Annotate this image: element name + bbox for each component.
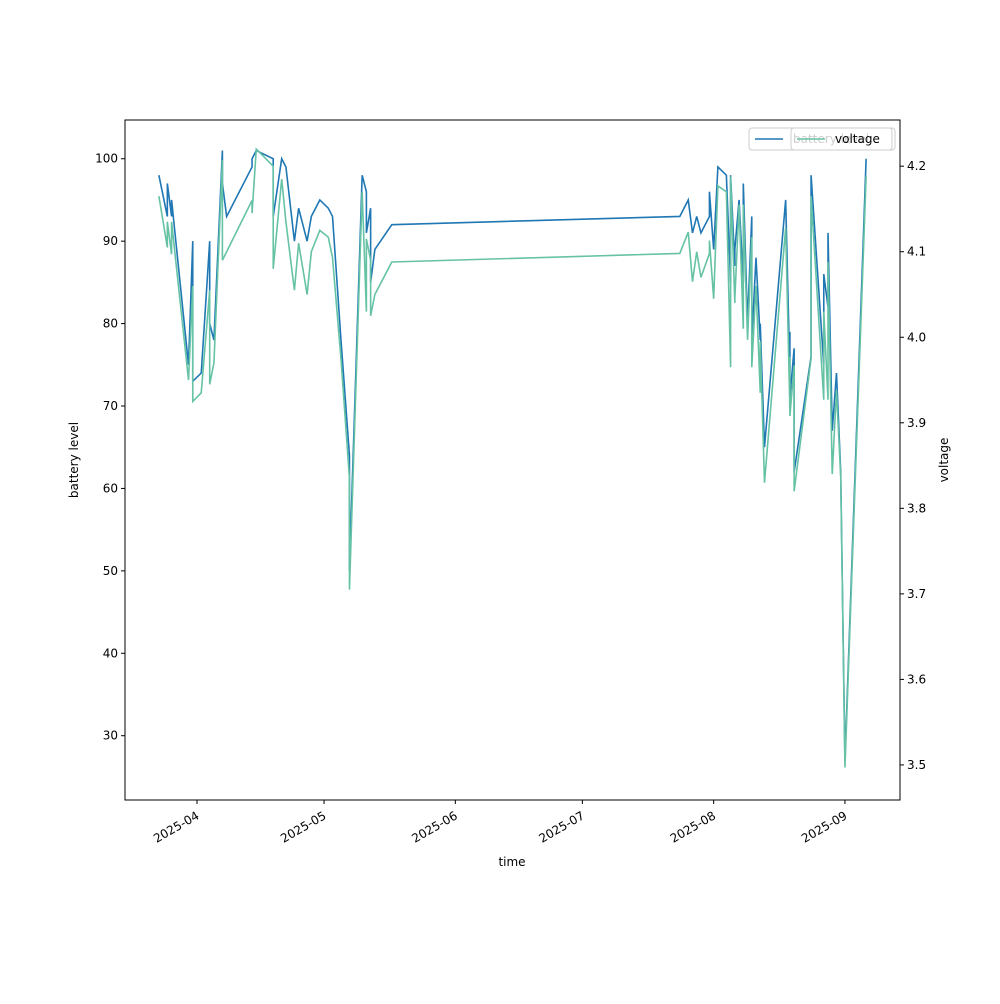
y-tick-label: 30 — [103, 729, 118, 743]
legend-label: voltage — [835, 132, 880, 146]
y2-tick-label: 3.5 — [907, 758, 926, 772]
y-tick-label: 60 — [103, 481, 118, 495]
y2-tick-label: 3.9 — [907, 416, 926, 430]
y2-tick-label: 3.6 — [907, 672, 926, 686]
y-tick-label: 80 — [103, 317, 118, 331]
x-axis-label: time — [498, 855, 525, 869]
y-tick-label: 90 — [103, 234, 118, 248]
y2-tick-label: 4.1 — [907, 245, 926, 259]
y2-tick-label: 3.8 — [907, 501, 926, 515]
plot-frame — [124, 119, 901, 801]
y2-tick-label: 4.2 — [907, 159, 926, 173]
y-axis-label: battery level — [67, 422, 81, 498]
y-tick-label: 50 — [103, 564, 118, 578]
y2-axis-label: voltage — [937, 438, 951, 483]
legend-box — [790, 127, 893, 151]
y-tick-label: 100 — [95, 152, 118, 166]
y2-tick-label: 4.0 — [907, 330, 926, 344]
data-line — [158, 147, 867, 768]
y-tick-label: 40 — [103, 646, 118, 660]
y2-tick-label: 3.7 — [907, 587, 926, 601]
legend: voltage — [790, 127, 893, 151]
y-tick-label: 70 — [103, 399, 118, 413]
